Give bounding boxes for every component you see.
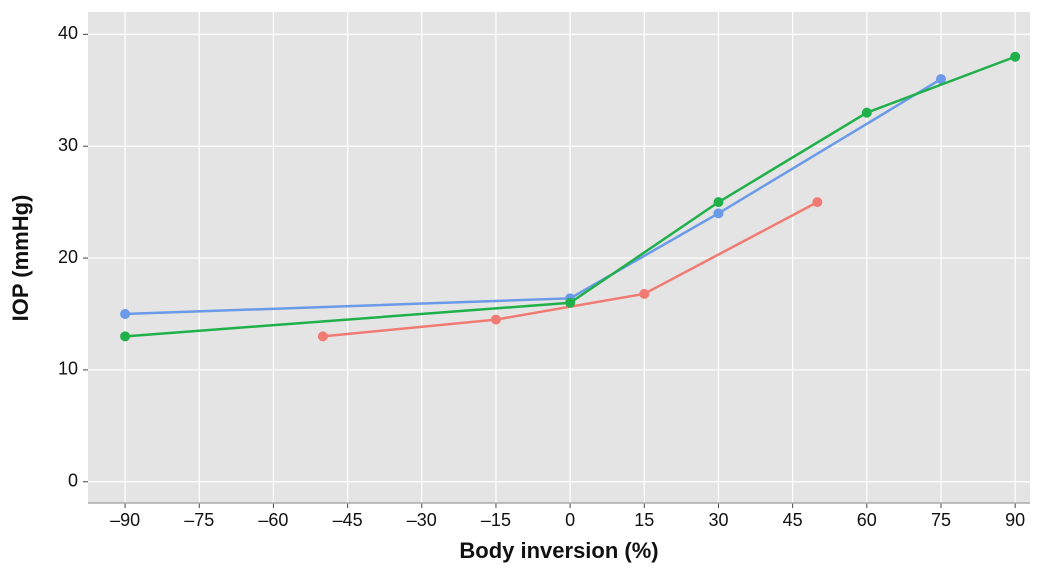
x-tick-label: –75 bbox=[184, 510, 214, 530]
y-axis-title: IOP (mmHg) bbox=[8, 195, 33, 322]
data-point bbox=[639, 288, 650, 299]
x-tick-label: –30 bbox=[407, 510, 437, 530]
x-tick-label: 30 bbox=[708, 510, 728, 530]
data-point bbox=[861, 107, 872, 118]
series-line bbox=[125, 78, 942, 316]
data-point bbox=[317, 331, 328, 342]
x-tick-label: –45 bbox=[333, 510, 363, 530]
y-tick-label: 30 bbox=[58, 135, 78, 155]
data-point bbox=[812, 197, 823, 208]
y-tick-label: 0 bbox=[68, 470, 78, 490]
data-point bbox=[120, 308, 131, 319]
x-tick-label: 45 bbox=[783, 510, 803, 530]
data-point bbox=[120, 331, 131, 342]
y-tick-label: 20 bbox=[58, 247, 78, 267]
data-point bbox=[935, 74, 946, 85]
data-point bbox=[565, 297, 576, 308]
x-tick-label: 90 bbox=[1005, 510, 1025, 530]
y-tick-label: 40 bbox=[58, 23, 78, 43]
x-tick-label: 0 bbox=[565, 510, 575, 530]
x-tick-label: –60 bbox=[258, 510, 288, 530]
data-point bbox=[490, 314, 501, 325]
y-tick-label: 10 bbox=[58, 359, 78, 379]
data-point bbox=[713, 208, 724, 219]
x-tick-label: 15 bbox=[634, 510, 654, 530]
x-tick-label: 60 bbox=[857, 510, 877, 530]
data-point bbox=[1010, 51, 1021, 62]
x-tick-label: 75 bbox=[931, 510, 951, 530]
data-point bbox=[713, 197, 724, 208]
x-tick-label: –90 bbox=[110, 510, 140, 530]
x-tick-label: –15 bbox=[481, 510, 511, 530]
x-axis-title: Body inversion (%) bbox=[459, 538, 658, 563]
